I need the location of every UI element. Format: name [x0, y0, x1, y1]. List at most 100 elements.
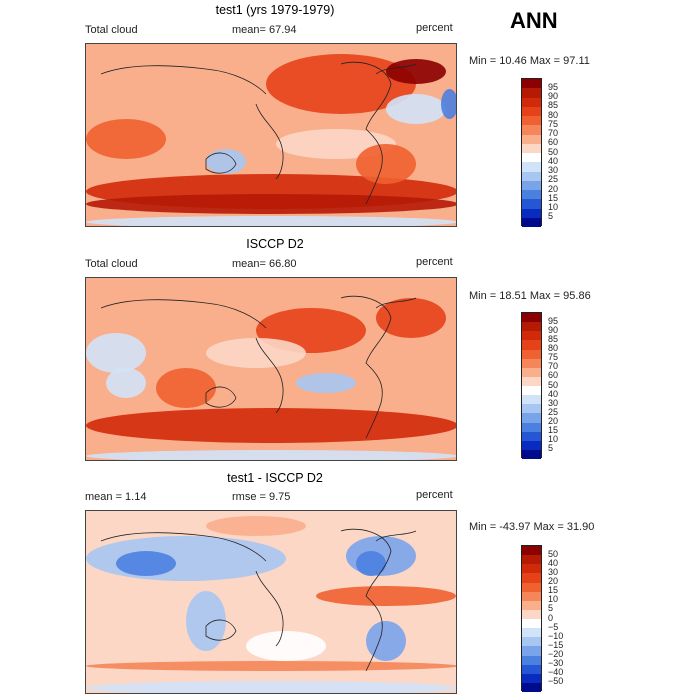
contour-region [386, 94, 446, 124]
contour-region [376, 298, 446, 338]
colorbar-swatch [522, 673, 541, 683]
colorbar-swatch [522, 395, 541, 405]
contour-region [266, 54, 416, 114]
contour-region [86, 216, 456, 226]
colorbar-level-label: 0 [548, 612, 554, 623]
colorbar-level-label: 5 [548, 211, 554, 222]
coastline [255, 103, 284, 180]
colorbar-swatch [522, 106, 541, 116]
colorbar-swatch [522, 655, 541, 665]
colorbar-swatch [522, 79, 541, 89]
colorbar-level-label: 95 [548, 315, 559, 326]
map-field [86, 511, 456, 693]
panel1-mean: mean= 67.94 [232, 24, 297, 36]
colorbar-level-label: 40 [548, 155, 559, 166]
coastline [205, 386, 237, 408]
colorbar-level-label: 85 [548, 333, 559, 344]
colorbar-level-label: −5 [548, 621, 559, 632]
colorbar-swatch [522, 125, 541, 135]
colorbar-swatch [522, 546, 541, 556]
coastline [375, 530, 417, 542]
coastline [255, 337, 284, 414]
coastline [340, 61, 392, 205]
colorbar-level-label: 80 [548, 109, 559, 120]
colorbar-level-label: 40 [548, 557, 559, 568]
panel3-mean: mean = 1.14 [85, 491, 147, 503]
panel1-map [85, 43, 457, 227]
colorbar-level-label: 10 [548, 594, 559, 605]
coastline [375, 63, 417, 75]
colorbar-swatch [522, 404, 541, 414]
colorbar-swatch [522, 555, 541, 565]
colorbar-swatch [522, 322, 541, 332]
contour-region [386, 59, 446, 84]
panel1-minmax: Min = 10.46 Max = 97.11 [469, 55, 590, 67]
coastline [205, 619, 237, 641]
colorbar-swatch [522, 440, 541, 450]
colorbar-swatch [522, 591, 541, 601]
colorbar-level-label: 60 [548, 137, 559, 148]
panel3-colorbar [521, 545, 542, 692]
panel2-mean: mean= 66.80 [232, 258, 297, 270]
colorbar-level-label: 15 [548, 192, 559, 203]
panel3-map [85, 510, 457, 694]
colorbar-level-label: −15 [548, 639, 564, 650]
panel1-title: test1 (yrs 1979-1979) [215, 3, 335, 17]
panel3-title: test1 - ISCCP D2 [227, 471, 323, 485]
contour-region [206, 338, 306, 368]
colorbar-swatch [522, 97, 541, 107]
colorbar-swatch [522, 134, 541, 144]
panel1-colorbar [521, 78, 542, 227]
colorbar-level-label: 50 [548, 146, 559, 157]
colorbar-level-label: 25 [548, 174, 559, 185]
colorbar-swatch [522, 180, 541, 190]
colorbar-swatch [522, 162, 541, 172]
colorbar-swatch [522, 153, 541, 163]
colorbar-level-label: 15 [548, 585, 559, 596]
coastline [340, 528, 392, 672]
coastline [255, 570, 284, 647]
colorbar-swatch [522, 313, 541, 323]
colorbar-level-label: 20 [548, 183, 559, 194]
contour-region [106, 368, 146, 398]
colorbar-level-label: −30 [548, 658, 564, 669]
contour-region [86, 119, 166, 159]
colorbar-swatch [522, 208, 541, 218]
colorbar-swatch [522, 600, 541, 610]
colorbar-swatch [522, 190, 541, 200]
colorbar-swatch [522, 199, 541, 209]
colorbar-level-label: 30 [548, 566, 559, 577]
contour-region [86, 681, 456, 693]
colorbar-swatch [522, 349, 541, 359]
colorbar-level-label: 30 [548, 397, 559, 408]
contour-region [86, 450, 456, 460]
panel2-minmax: Min = 18.51 Max = 95.86 [469, 290, 591, 302]
colorbar-swatch [522, 116, 541, 126]
colorbar-level-label: 80 [548, 343, 559, 353]
colorbar-level-label: 75 [548, 118, 559, 129]
map-field [86, 278, 456, 460]
colorbar-swatch [522, 88, 541, 98]
contour-region [356, 551, 386, 576]
colorbar-level-label: 20 [548, 576, 559, 586]
panel2-title: ISCCP D2 [246, 237, 304, 251]
colorbar-level-label: 90 [548, 91, 559, 101]
contour-region [86, 333, 146, 373]
colorbar-swatch [522, 609, 541, 619]
colorbar-swatch [522, 358, 541, 368]
colorbar-level-label: 5 [548, 603, 554, 614]
contour-region [186, 591, 226, 651]
colorbar-level-label: 90 [548, 324, 559, 335]
colorbar-swatch [522, 449, 541, 459]
contour-region [156, 368, 216, 408]
contour-region [206, 149, 246, 174]
colorbar-level-label: −40 [548, 667, 564, 678]
contour-region [206, 516, 306, 536]
colorbar-swatch [522, 637, 541, 647]
colorbar-level-label: −10 [548, 630, 564, 641]
colorbar-swatch [522, 422, 541, 432]
colorbar-level-label: 25 [548, 406, 559, 417]
colorbar-level-label: 85 [548, 100, 559, 111]
coastline [100, 65, 267, 95]
colorbar-level-label: 10 [548, 434, 559, 445]
